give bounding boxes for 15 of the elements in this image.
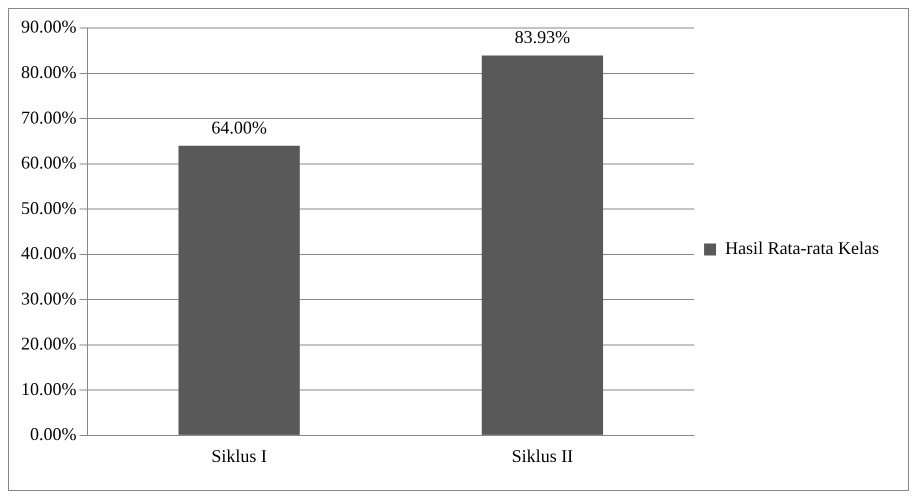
x-tick-label: Siklus II (512, 446, 574, 466)
y-tick-label: 50.00% (20, 198, 76, 218)
y-tick-label: 40.00% (20, 243, 76, 264)
y-tick-label: 60.00% (20, 152, 76, 173)
y-tick-label: 70.00% (20, 107, 76, 128)
y-tick-label: 0.00% (30, 424, 76, 444)
y-tick-label: 90.00% (20, 16, 76, 37)
data-label: 83.93% (514, 27, 570, 48)
legend-label: Hasil Rata-rata Kelas (725, 238, 880, 258)
data-label: 64.00% (211, 117, 267, 138)
y-tick-label: 80.00% (20, 62, 76, 82)
x-tick-label: Siklus I (211, 446, 267, 466)
y-tick-label: 30.00% (20, 288, 76, 308)
y-tick-label: 20.00% (20, 334, 76, 354)
y-tick-label: 10.00% (20, 378, 76, 399)
